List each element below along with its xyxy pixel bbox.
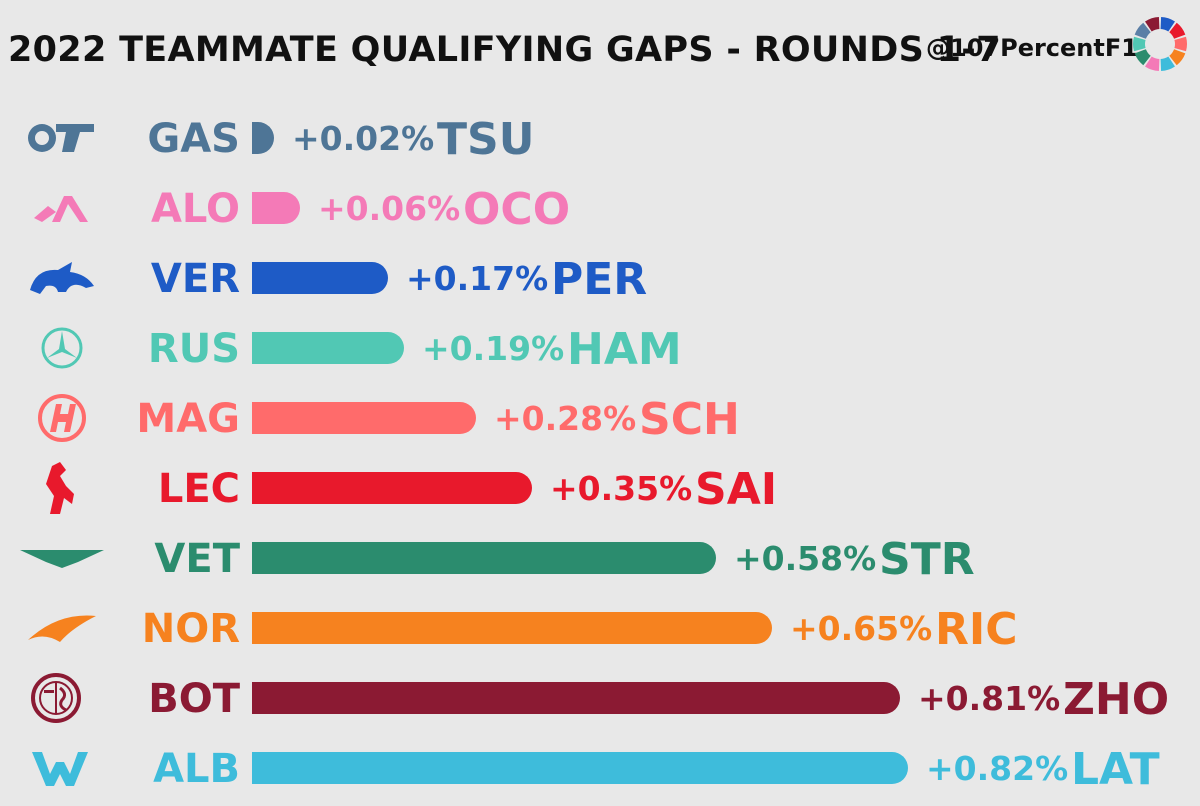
driver-label: VER	[151, 256, 240, 302]
logo-segment	[1160, 56, 1175, 71]
alpine-logo-icon	[34, 196, 88, 222]
teammate-label: PER	[551, 254, 647, 305]
driver-label: LEC	[158, 466, 240, 512]
teammate-label: RIC	[935, 604, 1018, 655]
teammate-label: ZHO	[1063, 674, 1169, 725]
gap-value-label: +0.58%	[734, 539, 876, 578]
driver-label: MAG	[136, 396, 240, 442]
williams-logo-icon	[32, 752, 88, 786]
gap-bar	[252, 192, 300, 224]
gap-bar	[252, 262, 388, 294]
chart-row: ALO +0.06% OCO	[34, 184, 570, 235]
logo-segment	[1169, 22, 1186, 39]
chart-row: VER +0.17% PER	[30, 254, 647, 305]
redbull-logo-icon	[30, 262, 94, 294]
ring-logo-icon	[1133, 17, 1187, 71]
teammate-label: SCH	[639, 394, 740, 445]
teammate-label: HAM	[567, 324, 682, 375]
driver-label: BOT	[148, 676, 240, 722]
gap-bar	[252, 122, 274, 154]
gap-value-label: +0.19%	[422, 329, 564, 368]
haas-logo-icon	[38, 394, 86, 442]
teammate-label: SAI	[695, 464, 777, 515]
driver-label: GAS	[147, 116, 240, 162]
mercedes-logo-icon	[41, 327, 83, 369]
teammate-label: STR	[879, 534, 975, 585]
gap-value-label: +0.81%	[918, 679, 1060, 718]
gap-bar	[252, 402, 476, 434]
mclaren-logo-icon	[28, 615, 96, 642]
gap-bar	[252, 472, 532, 504]
logo-segment	[1134, 49, 1151, 66]
chart-row: RUS +0.19% HAM	[41, 324, 682, 375]
gap-value-label: +0.82%	[926, 749, 1068, 788]
gap-bar	[252, 752, 908, 784]
gap-value-label: +0.65%	[790, 609, 932, 648]
gap-value-label: +0.17%	[406, 259, 548, 298]
chart-row: LEC +0.35% SAI	[46, 462, 777, 515]
teammate-label: LAT	[1071, 744, 1160, 795]
alfaromeo-logo-icon	[31, 673, 81, 723]
driver-label: RUS	[148, 326, 240, 372]
logo-segment	[1133, 36, 1146, 52]
gap-value-label: +0.02%	[292, 119, 434, 158]
logo-segment	[1134, 22, 1151, 39]
author-handle: @107PercentF1	[926, 34, 1138, 62]
driver-label: ALO	[151, 186, 240, 232]
astonmartin-logo-icon	[20, 550, 104, 568]
chart-row: GAS +0.02% TSU	[28, 114, 534, 165]
gap-bar	[252, 612, 772, 644]
teammate-label: OCO	[463, 184, 570, 235]
ferrari-logo-icon	[46, 462, 74, 514]
logo-segment	[1145, 56, 1160, 71]
alphatauri-logo-icon	[28, 124, 94, 152]
gap-value-label: +0.06%	[318, 189, 460, 228]
chart-row: NOR +0.65% RIC	[28, 604, 1018, 655]
logo-segment	[1174, 36, 1187, 52]
chart-row: MAG +0.28% SCH	[38, 394, 740, 445]
driver-label: VET	[154, 536, 240, 582]
logo-segment	[1145, 17, 1160, 32]
chart-title: 2022 TEAMMATE QUALIFYING GAPS - ROUNDS 1…	[8, 30, 1001, 70]
chart-row: VET +0.58% STR	[20, 534, 975, 585]
logo-segment	[1169, 49, 1186, 66]
gap-value-label: +0.35%	[550, 469, 692, 508]
gap-bar	[252, 682, 900, 714]
gap-bar	[252, 542, 716, 574]
driver-label: ALB	[153, 746, 240, 792]
driver-label: NOR	[142, 606, 240, 652]
chart-row: BOT +0.81% ZHO	[31, 673, 1169, 725]
teammate-label: TSU	[437, 114, 534, 165]
chart-row: ALB +0.82% LAT	[32, 744, 1160, 795]
logo-segment	[1160, 17, 1175, 32]
gap-bar	[252, 332, 404, 364]
gap-value-label: +0.28%	[494, 399, 636, 438]
